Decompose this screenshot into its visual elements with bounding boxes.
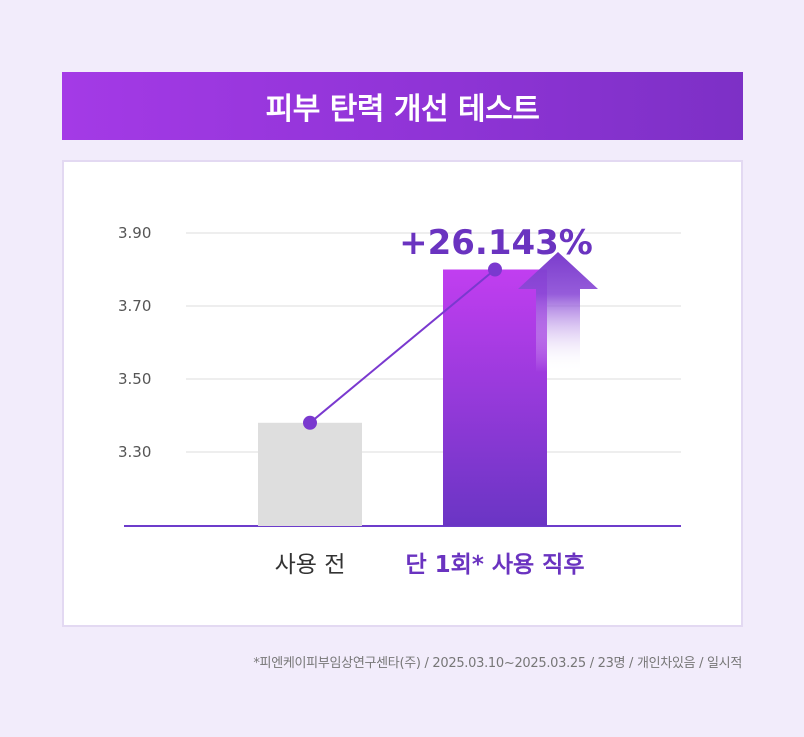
title-banner: 피부 탄력 개선 테스트 [62, 72, 743, 140]
data-point-before [303, 415, 317, 430]
chart-title: 피부 탄력 개선 테스트 [265, 92, 540, 127]
data-point-after [488, 262, 502, 277]
chart-card [62, 160, 743, 627]
category-label-before: 사용 전 [275, 552, 346, 578]
category-label-after: 단 1회* 사용 직후 [405, 552, 584, 578]
y-tick-label: 3.90 [118, 224, 151, 242]
y-tick-label: 3.50 [118, 370, 151, 388]
up-arrow-icon [518, 252, 598, 372]
y-tick-label: 3.70 [118, 297, 151, 315]
footnote: *피엔케이피부임상연구센타(주) / 2025.03.10~2025.03.25… [253, 656, 742, 671]
percent-increase-label: +26.143% [399, 223, 593, 263]
bar-1 [443, 269, 547, 526]
bar-0 [258, 422, 362, 526]
trend-line [309, 268, 496, 424]
y-tick-label: 3.30 [118, 443, 151, 461]
